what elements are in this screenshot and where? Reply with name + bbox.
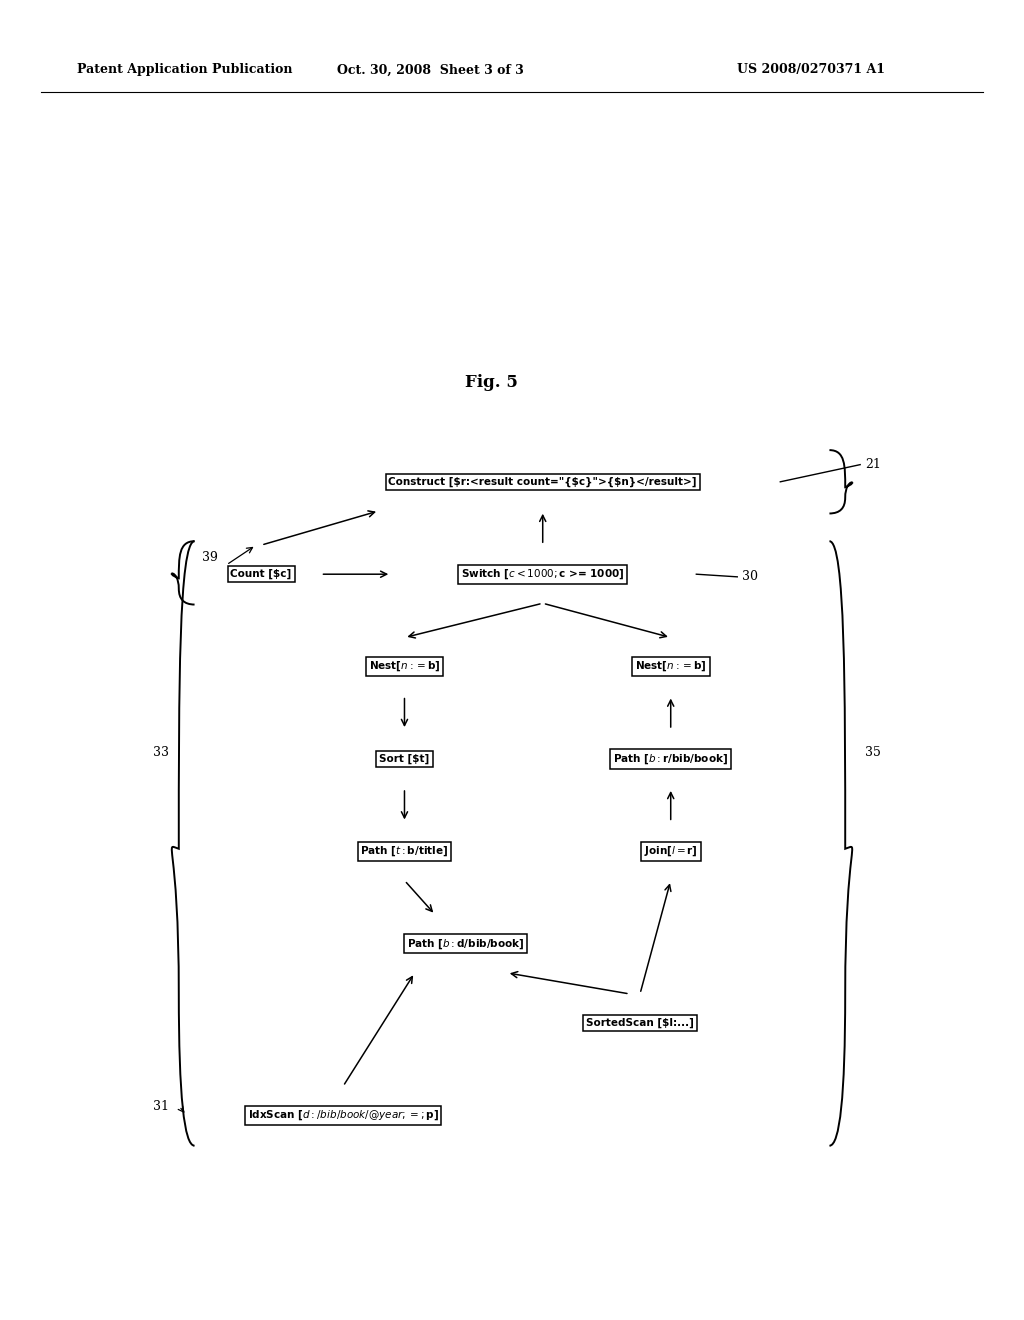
Text: 33: 33 <box>153 746 169 759</box>
Text: Join[$l=$r]: Join[$l=$r] <box>644 845 697 858</box>
Text: Fig. 5: Fig. 5 <box>465 375 518 391</box>
Text: Count [$c]: Count [$c] <box>230 569 292 579</box>
Text: SortedScan [$l:...]: SortedScan [$l:...] <box>586 1018 694 1028</box>
Text: Sort [$t]: Sort [$t] <box>379 754 430 764</box>
Text: Nest[$n:=$b]: Nest[$n:=$b] <box>369 660 440 673</box>
Text: 31: 31 <box>153 1100 169 1113</box>
Text: Path [$b: $r/bib/book]: Path [$b: $r/bib/book] <box>613 752 728 766</box>
Text: Path [$t: $b/title]: Path [$t: $b/title] <box>360 845 449 858</box>
Text: Construct [$r:<result count="{$c}">{$n}</result>]: Construct [$r:<result count="{$c}">{$n}<… <box>388 477 697 487</box>
Text: 35: 35 <box>865 746 882 759</box>
Text: 39: 39 <box>202 550 218 564</box>
Text: 30: 30 <box>742 570 759 583</box>
Text: Oct. 30, 2008  Sheet 3 of 3: Oct. 30, 2008 Sheet 3 of 3 <box>337 63 523 77</box>
Text: IdxScan [$d:/bib/book/@year;=;$p]: IdxScan [$d:/bib/book/@year;=;$p] <box>248 1109 438 1122</box>
Text: Switch [$c < 1000;$c >= 1000]: Switch [$c < 1000;$c >= 1000] <box>461 568 625 581</box>
Text: US 2008/0270371 A1: US 2008/0270371 A1 <box>737 63 886 77</box>
Text: Patent Application Publication: Patent Application Publication <box>77 63 292 77</box>
Text: Nest[$n:=$b]: Nest[$n:=$b] <box>635 660 707 673</box>
Text: 21: 21 <box>865 458 882 471</box>
Text: Path [$b: $d/bib/book]: Path [$b: $d/bib/book] <box>408 937 524 950</box>
